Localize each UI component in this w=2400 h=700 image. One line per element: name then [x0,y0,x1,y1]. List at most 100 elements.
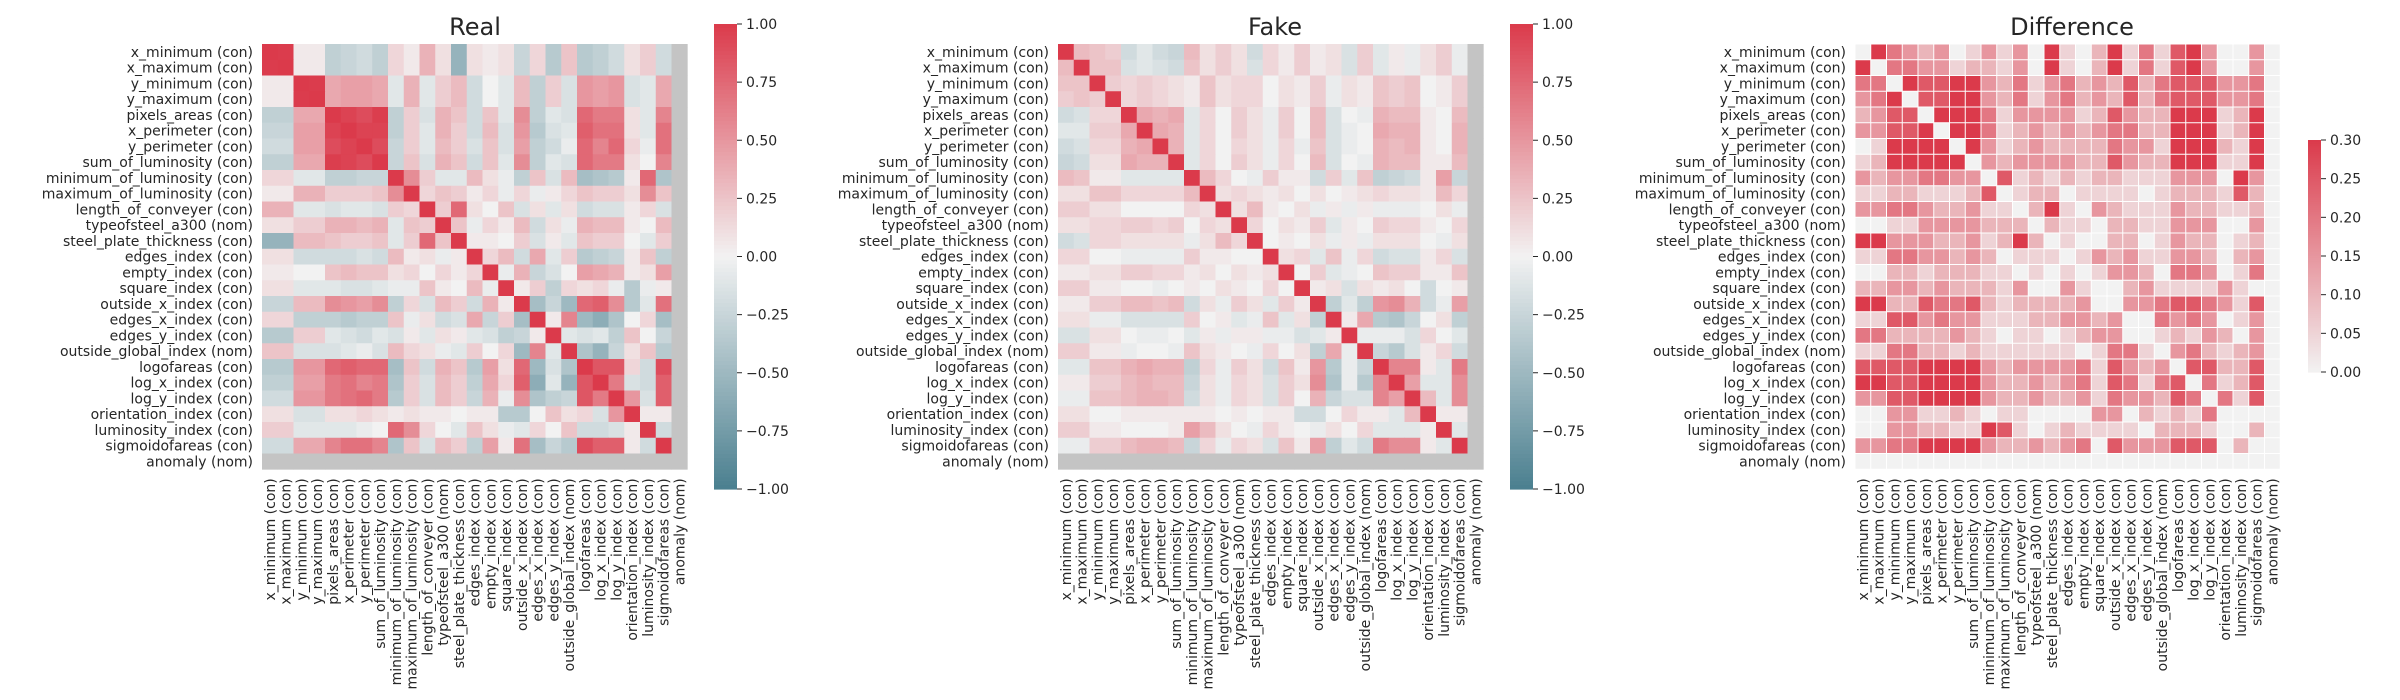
real-cell [388,422,405,439]
diff-colorbar-segment [2308,327,2321,331]
diff-cell [1965,123,1981,138]
real-colorbar-segment [714,306,737,312]
fake-cell [1341,343,1358,360]
real-cell [466,217,483,234]
fake-cell [1121,343,1138,360]
fake-colorbar-segment [1510,392,1533,397]
fake-cell [1199,359,1216,376]
fake-cell [1294,343,1311,360]
real-cell [403,264,420,281]
fake-cell [1073,138,1090,155]
fake-cell [1105,170,1122,187]
diff-cell [2091,123,2107,138]
diff-cell [2044,154,2060,170]
fake-cell [1388,233,1405,250]
real-colorbar-segment [714,287,737,292]
diff-cell [2091,202,2107,217]
fake-cell [1105,280,1122,297]
diff-cell [2154,154,2170,170]
real-cell [671,296,688,313]
diff-cell [2060,343,2075,359]
diff-cell [2123,438,2138,453]
diff-cell [2107,91,2123,107]
real-cell [388,107,405,124]
real-cell [577,170,594,187]
real-cell [372,217,389,234]
diff-cell [1871,233,1886,249]
fake-colorbar-segment [1510,109,1533,114]
real-colorbar-segment [714,221,737,227]
fake-cell [1152,75,1169,92]
diff-cell [1918,375,1934,390]
real-cell [624,59,641,76]
diff-cell [2249,107,2264,123]
diff-cell [2091,280,2107,296]
diff-cell [2076,296,2091,312]
diff-cell [2139,359,2154,375]
fake-cell [1325,201,1342,218]
fake-cell [1404,264,1421,281]
real-cell [419,233,436,250]
fake-cell [1325,406,1342,423]
real-cell [262,122,279,139]
fake-cell [1247,44,1264,61]
fake-cell [1262,327,1279,344]
diff-cell [2076,280,2091,296]
diff-cell [2044,217,2060,233]
diff-cell [2107,44,2123,60]
fake-cell [1325,91,1342,108]
fake-cell [1325,327,1342,344]
diff-colorbar-segment [2308,141,2321,145]
real-cell [419,201,436,218]
diff-cell [1855,280,1871,296]
real-cell [529,374,546,391]
diff-cell [2202,375,2217,390]
fake-colorbar-segment [1510,345,1533,351]
real-colorbar-segment [714,237,737,242]
real-cell [340,406,357,423]
real-cell [419,170,436,187]
fake-cell [1199,311,1216,328]
fake-cell [1184,59,1201,76]
fake-cell [1215,406,1232,423]
fake-cell [1089,296,1106,313]
fake-cell [1451,374,1468,391]
diff-cell [2170,91,2186,107]
diff-cell [2091,312,2107,327]
fake-colorbar-segment [1510,411,1533,416]
diff-cell [1997,139,2012,154]
diff-cell [2202,44,2217,60]
diff-colorbar-segment [2308,184,2321,187]
diff-cell [1950,202,1965,217]
diff-cell [2091,154,2107,170]
fake-cell [1184,91,1201,108]
real-cell [482,422,499,439]
real-cell [419,91,436,108]
fake-cell [1404,327,1421,344]
real-colorbar-segment [714,399,737,405]
diff-cell [1965,202,1981,217]
real-cell [498,296,515,313]
real-panel: Real x_minimum (con)x_maximum (con)y_min… [42,13,789,689]
fake-cell [1168,311,1185,328]
fake-cell [1310,359,1327,376]
diff-cell [2091,186,2107,201]
diff-cell [2233,296,2249,312]
fake-cell [1451,390,1468,407]
real-col-label: square_index (con) [499,478,515,612]
diff-cell [1918,170,1934,186]
diff-row-label: outside_x_index (con) [1693,297,1846,313]
fake-row-label: orientation_index (con) [887,407,1049,423]
diff-cell [1918,280,1934,296]
real-cell [403,390,420,407]
real-cell [655,327,672,344]
diff-colorbar-segment [2308,240,2321,244]
diff-cell [2233,139,2249,154]
real-cell [514,406,531,423]
fake-colorbar-segment [1510,252,1533,258]
diff-cell [1965,391,1981,406]
real-colorbar-segment [714,120,737,126]
diff-cell [1981,217,1997,233]
real-cell [262,44,279,61]
fake-cell [1215,280,1232,297]
